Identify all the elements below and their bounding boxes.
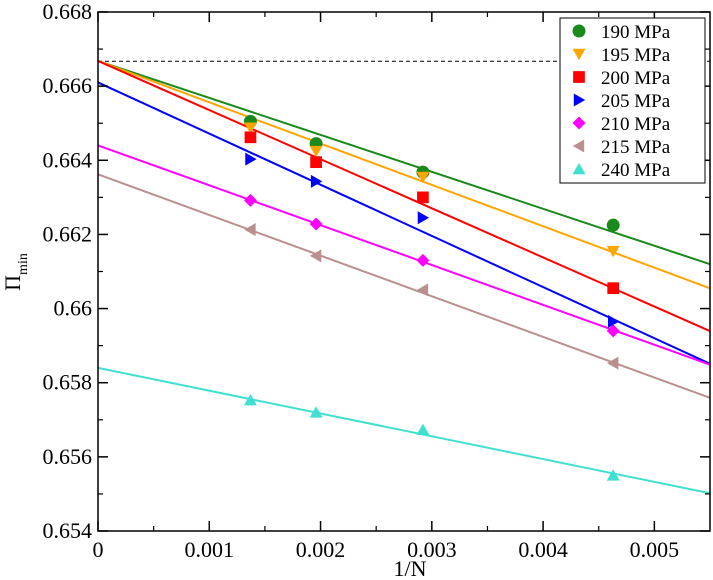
- legend-marker-215-mpa: [572, 139, 585, 153]
- data-point-240-mpa: [309, 406, 323, 418]
- data-point-200-mpa: [607, 282, 620, 295]
- data-point-205-mpa: [417, 211, 430, 225]
- data-point-205-mpa: [607, 315, 620, 329]
- legend-marker-210-mpa: [572, 116, 586, 130]
- fit-line-240-mpa: [97, 366, 711, 495]
- x-axis-title: 1/N: [394, 556, 427, 580]
- y-tick-label: 0.658: [43, 370, 93, 395]
- y-tick-label: 0.66: [54, 296, 93, 321]
- y-tick-label: 0.662: [43, 221, 93, 246]
- legend-marker-190-mpa: [572, 24, 586, 38]
- x-tick-label: 0.003: [407, 537, 457, 562]
- data-point-210-mpa: [309, 217, 323, 231]
- data-points-layer: [243, 114, 620, 481]
- x-tick-label: 0: [93, 537, 104, 562]
- y-axis-title-group: Πmin: [0, 253, 31, 291]
- y-tick-label: 0.666: [43, 73, 93, 98]
- data-point-205-mpa: [245, 152, 257, 166]
- legend-marker-205-mpa: [573, 93, 586, 107]
- data-point-195-mpa: [309, 145, 323, 158]
- y-axis-title: Πmin: [0, 253, 31, 291]
- y-tick-label: 0.668: [43, 0, 93, 24]
- x-tick-label: 0.001: [185, 537, 235, 562]
- data-point-200-mpa: [417, 191, 429, 204]
- data-point-210-mpa: [606, 324, 620, 338]
- fit-line-190-mpa: [97, 59, 711, 266]
- legend-label-240-mpa: 240 MPa: [601, 160, 671, 181]
- data-point-195-mpa: [243, 122, 257, 134]
- y-axis-title-main: Π: [0, 275, 25, 291]
- x-tick-label: 0.004: [518, 537, 568, 562]
- data-point-215-mpa: [244, 223, 256, 237]
- data-point-195-mpa: [416, 171, 430, 184]
- data-point-200-mpa: [310, 156, 322, 168]
- data-point-240-mpa: [416, 423, 430, 435]
- fit-line-210-mpa: [97, 144, 711, 366]
- data-point-215-mpa: [607, 356, 619, 370]
- legend-marker-240-mpa: [572, 162, 586, 175]
- y-axis-title-sub: min: [16, 253, 31, 275]
- data-point-190-mpa: [606, 218, 620, 232]
- data-point-200-mpa: [244, 131, 257, 144]
- legend-label-200-mpa: 200 MPa: [601, 68, 671, 89]
- legend-label-195-mpa: 195 MPa: [601, 45, 671, 66]
- data-point-210-mpa: [243, 193, 257, 207]
- legend-label-210-mpa: 210 MPa: [601, 114, 671, 135]
- legend-marker-195-mpa: [572, 48, 586, 61]
- data-point-210-mpa: [416, 253, 430, 267]
- data-point-205-mpa: [310, 174, 323, 188]
- ticks-layer: 0 0.001 0.002 0.003 0.004 0.005 0.654 0.656 0.65…: [43, 0, 710, 562]
- data-point-240-mpa: [606, 469, 620, 481]
- y-tick-label: 0.664: [43, 147, 93, 172]
- data-point-215-mpa: [416, 283, 429, 297]
- x-tick-label: 0.002: [296, 537, 346, 562]
- fit-line-195-mpa: [97, 59, 711, 290]
- y-tick-label: 0.654: [43, 518, 93, 543]
- fit-line-215-mpa: [97, 173, 711, 399]
- y-tick-label: 0.656: [43, 444, 93, 469]
- legend-label-215-mpa: 215 MPa: [601, 137, 671, 158]
- x-tick-label: 0.005: [630, 537, 680, 562]
- data-point-215-mpa: [309, 249, 322, 263]
- legend-label-190-mpa: 190 MPa: [601, 22, 671, 43]
- data-point-195-mpa: [606, 245, 620, 258]
- data-point-240-mpa: [243, 393, 257, 406]
- legend-label-205-mpa: 205 MPa: [601, 91, 671, 112]
- legend-marker-200-mpa: [573, 71, 585, 83]
